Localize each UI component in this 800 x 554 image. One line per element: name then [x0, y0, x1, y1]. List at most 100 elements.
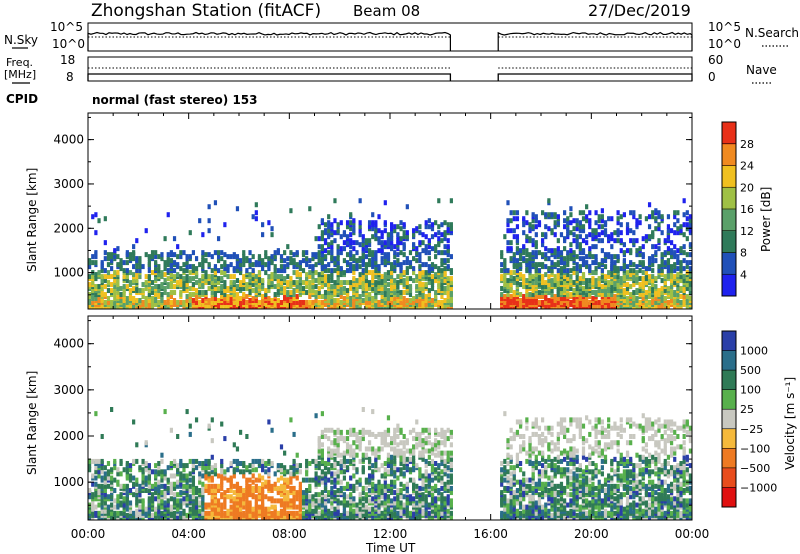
power-cell — [528, 236, 532, 242]
power-cell — [575, 222, 579, 228]
power-cell — [308, 280, 312, 286]
velocity-cell — [169, 485, 173, 491]
power-cell — [591, 276, 595, 282]
power-cell — [632, 214, 636, 220]
velocity-cell — [188, 458, 192, 464]
velocity-cell — [185, 492, 189, 498]
velocity-cell — [305, 463, 309, 469]
power-cell — [377, 214, 381, 220]
velocity-cell — [194, 417, 199, 423]
power-cell — [669, 228, 674, 234]
power-cell — [367, 280, 372, 286]
velocity-cell — [298, 506, 302, 512]
velocity-cell — [393, 458, 397, 464]
power-cell — [534, 262, 538, 268]
power-cell — [578, 264, 582, 270]
power-cell — [402, 252, 406, 258]
power-cell — [166, 282, 170, 288]
velocity-cell — [232, 483, 236, 489]
power-cell — [556, 260, 560, 266]
power-cell — [317, 290, 321, 296]
power-cell — [286, 274, 290, 280]
power-cell — [276, 274, 280, 280]
velocity-cell — [283, 504, 287, 510]
power-cell — [569, 242, 573, 248]
velocity-cell — [251, 463, 255, 469]
power-cell — [635, 270, 639, 276]
power-cell — [424, 224, 428, 230]
power-cell — [345, 268, 350, 274]
power-cell — [679, 268, 683, 274]
power-cell — [374, 250, 378, 256]
power-cell — [223, 260, 227, 266]
velocity-cell — [163, 475, 167, 481]
velocity-cell — [235, 458, 240, 464]
power-cell — [503, 274, 507, 280]
power-cell — [575, 218, 579, 224]
velocity-cell — [283, 483, 287, 489]
velocity-cell — [283, 494, 287, 500]
velocity-cell — [245, 434, 249, 439]
power-cell — [97, 270, 101, 276]
velocity-cell — [204, 469, 208, 475]
power-cell — [311, 252, 315, 258]
power-cell — [518, 272, 523, 278]
power-cell — [647, 278, 652, 284]
power-cell — [323, 282, 328, 288]
velocity-cell — [229, 475, 233, 481]
nave-label: Nave — [746, 63, 777, 77]
velocity-cell — [245, 510, 249, 516]
power-cell — [390, 236, 394, 242]
power-cell — [412, 278, 416, 284]
power-cell — [323, 238, 328, 244]
power-cell — [314, 294, 318, 300]
power-cell — [657, 246, 661, 252]
velocity-cell — [150, 469, 155, 475]
velocity-cell — [361, 465, 365, 471]
velocity-cell — [125, 469, 129, 475]
power-cell — [515, 262, 520, 268]
power-cell — [166, 252, 170, 258]
power-cell — [323, 268, 328, 274]
velocity-cell — [116, 498, 120, 504]
power-cell — [509, 246, 513, 252]
velocity-cell — [327, 427, 331, 433]
power-cell — [207, 280, 211, 286]
velocity-cell — [100, 465, 104, 471]
power-cell — [339, 246, 343, 252]
velocity-cell — [342, 469, 347, 475]
velocity-cell — [393, 479, 397, 485]
power-cell — [289, 298, 293, 304]
velocity-cell — [390, 490, 394, 496]
power-cell — [619, 248, 623, 254]
power-cell — [245, 268, 249, 274]
power-cell — [418, 270, 422, 276]
velocity-cell — [179, 475, 183, 481]
power-cell — [515, 280, 520, 286]
power-cell — [522, 250, 526, 256]
power-cell — [235, 292, 240, 298]
power-cell — [352, 270, 356, 276]
power-cell — [515, 258, 520, 264]
power-cell — [367, 220, 372, 226]
power-cell — [437, 266, 441, 272]
power-cell — [569, 286, 573, 292]
velocity-cell — [198, 461, 202, 466]
velocity-cell — [94, 458, 98, 464]
velocity-cell — [110, 502, 114, 508]
velocity-cell — [289, 465, 293, 471]
velocity-cell — [245, 477, 249, 483]
power-cell — [333, 198, 337, 204]
power-cell — [427, 256, 431, 262]
power-cell — [610, 244, 614, 250]
power-cell — [509, 270, 513, 276]
power-cell — [144, 296, 148, 302]
power-cell — [544, 280, 548, 286]
power-cell — [386, 292, 391, 298]
power-cell — [525, 298, 529, 304]
velocity-cell — [333, 429, 337, 435]
power-cell — [685, 236, 689, 242]
power-cell — [676, 286, 680, 292]
velocity-cell — [166, 485, 170, 491]
power-cell — [330, 272, 334, 278]
